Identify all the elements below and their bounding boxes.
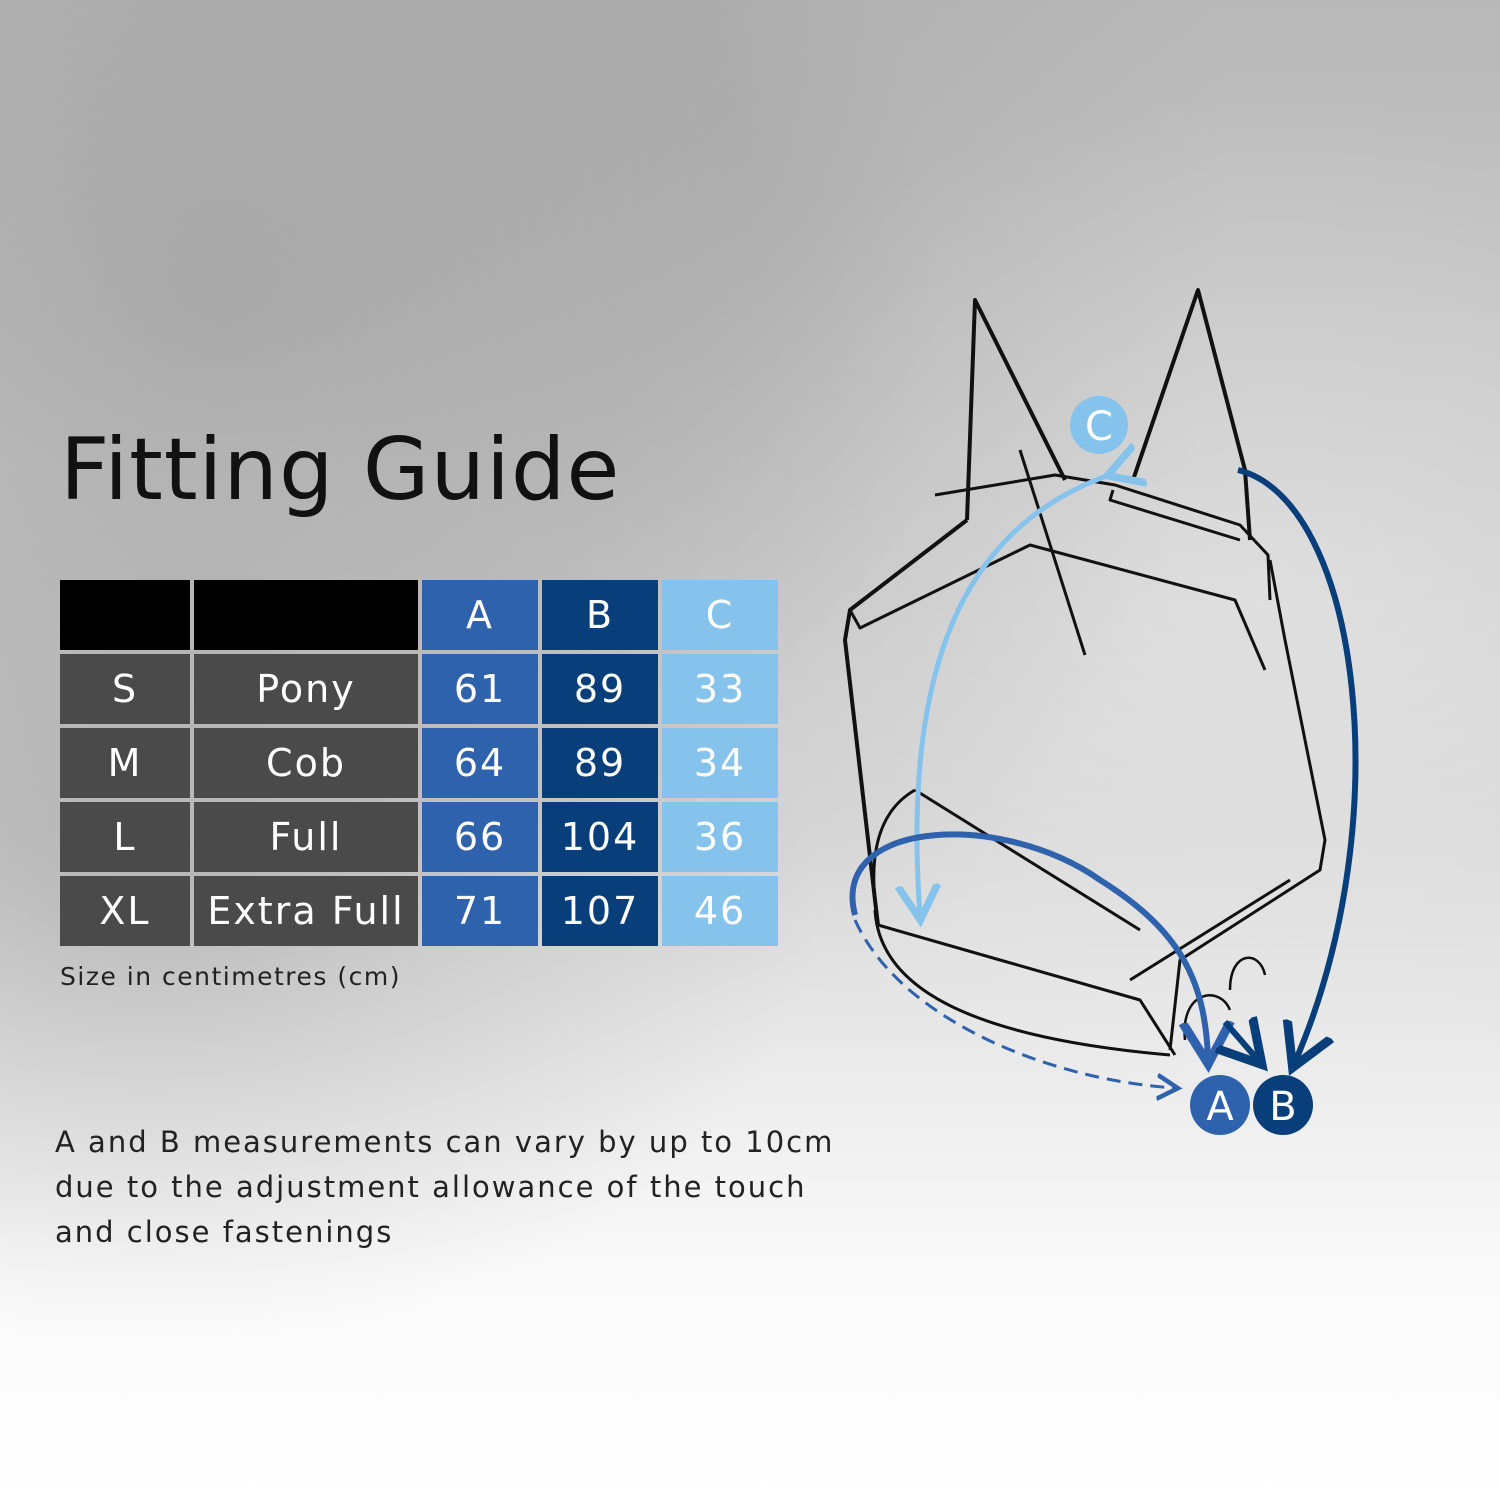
label-c-badge: C xyxy=(1070,396,1128,454)
table-header-row: A B C xyxy=(60,580,778,650)
measure-a-arrow xyxy=(849,831,1208,1058)
cell-b: 104 xyxy=(542,802,658,872)
cell-c: 46 xyxy=(662,876,778,946)
cell-type: Full xyxy=(194,802,418,872)
cell-a: 71 xyxy=(422,876,538,946)
header-b: B xyxy=(542,580,658,650)
label-b-badge: B xyxy=(1253,1075,1313,1135)
measure-c-arrow xyxy=(917,474,1112,915)
header-a: A xyxy=(422,580,538,650)
header-c: C xyxy=(662,580,778,650)
label-c: C xyxy=(1085,404,1113,450)
cell-b: 89 xyxy=(542,728,658,798)
cell-b: 107 xyxy=(542,876,658,946)
cell-a: 66 xyxy=(422,802,538,872)
size-table: A B C S Pony 61 89 33 M Cob 64 89 34 L F… xyxy=(56,576,782,950)
cell-type: Extra Full xyxy=(194,876,418,946)
table-row: S Pony 61 89 33 xyxy=(60,654,778,724)
cell-b: 89 xyxy=(542,654,658,724)
cell-size: S xyxy=(60,654,190,724)
measurement-note: A and B measurements can vary by up to 1… xyxy=(55,1125,835,1249)
cell-a: 61 xyxy=(422,654,538,724)
table-row: M Cob 64 89 34 xyxy=(60,728,778,798)
cell-type: Cob xyxy=(194,728,418,798)
measure-b-arrow xyxy=(1237,467,1359,1062)
cell-size: M xyxy=(60,728,190,798)
cell-c: 33 xyxy=(662,654,778,724)
cell-c: 36 xyxy=(662,802,778,872)
page-title: Fitting Guide xyxy=(60,420,621,520)
cell-c: 34 xyxy=(662,728,778,798)
measure-b-arrow-short xyxy=(1225,1022,1258,1060)
label-b: B xyxy=(1269,1084,1296,1130)
cell-size: XL xyxy=(60,876,190,946)
table-row: L Full 66 104 36 xyxy=(60,802,778,872)
cell-size: L xyxy=(60,802,190,872)
header-size xyxy=(60,580,190,650)
label-a: A xyxy=(1206,1084,1234,1130)
header-type xyxy=(194,580,418,650)
measure-a-dashed xyxy=(853,919,1175,1088)
cell-type: Pony xyxy=(194,654,418,724)
right-ear xyxy=(1131,288,1252,541)
cell-a: 64 xyxy=(422,728,538,798)
label-a-badge: A xyxy=(1190,1075,1250,1135)
units-note: Size in centimetres (cm) xyxy=(60,962,401,991)
table-row: XL Extra Full 71 107 46 xyxy=(60,876,778,946)
